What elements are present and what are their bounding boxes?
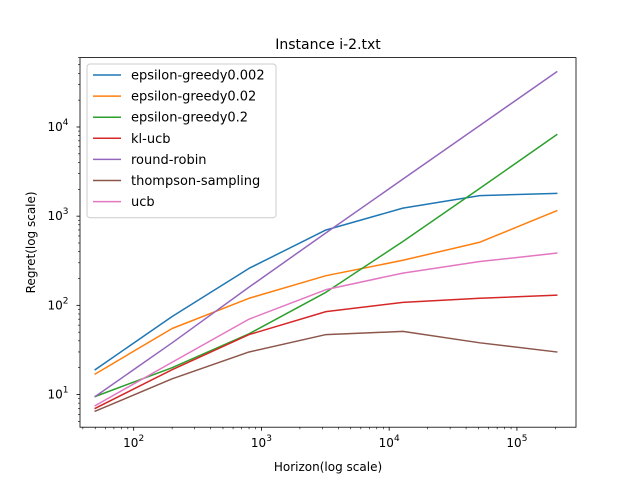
chart-title: Instance i-2.txt xyxy=(275,37,381,53)
axes-ticks: 102 103 104 105 101 102 103 104 xyxy=(47,57,556,450)
legend-label: epsilon-greedy0.2 xyxy=(131,111,248,126)
series-line-ucb xyxy=(94,252,558,407)
legend-label: thompson-sampling xyxy=(131,174,260,189)
y-tick-label: 101 xyxy=(47,386,68,402)
plot-frame xyxy=(79,57,577,428)
x-tick-label: 102 xyxy=(123,434,144,450)
series-line-epsilon-greedy0.2 xyxy=(94,133,558,398)
x-tick-label: 105 xyxy=(506,434,527,450)
series-line-kl-ucb xyxy=(94,294,558,410)
legend-label: round-robin xyxy=(131,153,207,168)
legend: epsilon-greedy0.002 epsilon-greedy0.02 eps… xyxy=(86,63,277,219)
y-tick-label: 104 xyxy=(47,118,68,134)
x-axis-label: Horizon(log scale) xyxy=(274,460,382,474)
x-tick-label: 104 xyxy=(379,434,400,450)
y-tick-label: 102 xyxy=(47,296,68,312)
series-line-epsilon-greedy0.02 xyxy=(94,209,558,375)
y-axis-label: Regret(log scale) xyxy=(24,191,38,293)
series-line-round-robin xyxy=(94,70,558,398)
legend-label: kl-ucb xyxy=(131,132,170,147)
y-tick-label: 103 xyxy=(47,207,68,223)
legend-label: ucb xyxy=(131,195,155,210)
legend-label: epsilon-greedy0.002 xyxy=(131,69,265,84)
plot-lines xyxy=(94,70,558,413)
legend-label: epsilon-greedy0.02 xyxy=(131,90,256,105)
x-tick-label: 103 xyxy=(251,434,272,450)
series-line-thompson-sampling xyxy=(94,330,558,413)
legend-box xyxy=(86,63,277,219)
series-line-epsilon-greedy0.002 xyxy=(94,192,558,371)
